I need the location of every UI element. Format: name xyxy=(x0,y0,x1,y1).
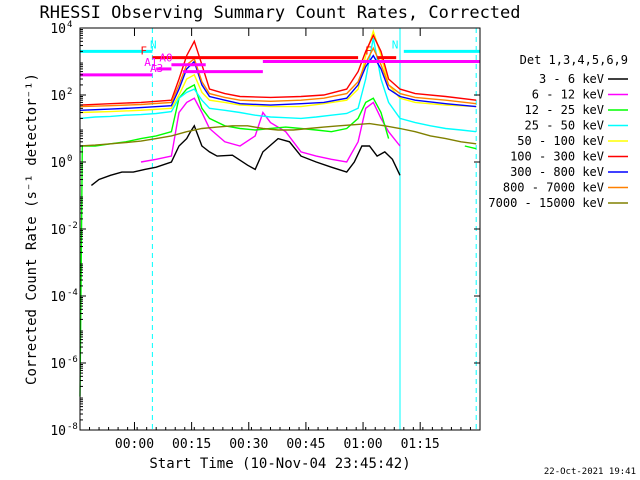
series-line xyxy=(79,46,477,108)
series-line xyxy=(79,54,477,111)
y-axis-label: Corrected Count Rate (s⁻¹ detector⁻¹) xyxy=(24,73,40,385)
legend-entry-label: 25 - 50 keV xyxy=(525,119,604,133)
footer-date: 22-Oct-2021 19:41 xyxy=(544,467,636,477)
attenuator-label: A1 xyxy=(144,56,157,69)
series-line xyxy=(79,83,390,397)
attenuator-label: F xyxy=(365,45,372,58)
x-tick-label: 01:00 xyxy=(343,437,382,452)
series-line xyxy=(464,145,477,150)
y-tick-label: 10 xyxy=(50,424,66,439)
legend-entry-label: 800 - 7000 keV xyxy=(503,181,604,195)
series-layer xyxy=(79,28,477,397)
legend-entry-label: 6 - 12 keV xyxy=(532,88,604,102)
x-tick-label: 00:15 xyxy=(172,437,211,452)
legend-entry-label: 12 - 25 keV xyxy=(525,103,604,117)
attenuator-label: F xyxy=(140,45,147,58)
y-tick-exponent: 0 xyxy=(67,154,72,164)
y-tick-exponent: 2 xyxy=(67,87,72,97)
chart-title: RHESSI Observing Summary Count Rates, Co… xyxy=(39,3,520,23)
attenuator-label: N xyxy=(392,38,399,51)
y-tick-label: 10 xyxy=(50,22,66,37)
y-tick-label: 10 xyxy=(50,223,66,238)
y-tick-exponent: -4 xyxy=(67,288,78,298)
legend-entry-label: 300 - 800 keV xyxy=(510,165,604,179)
vertical-markers xyxy=(151,28,477,430)
y-tick-exponent: -2 xyxy=(67,221,78,231)
legend-entry-label: 7000 - 15000 keV xyxy=(488,196,604,210)
series-line xyxy=(79,122,477,147)
legend-entry-label: 3 - 6 keV xyxy=(539,72,604,86)
attenuator-label: A0 xyxy=(159,52,172,65)
x-tick-label: 01:15 xyxy=(401,437,440,452)
x-axis: 00:00 00:15 00:30 00:45 01:00 01:15 xyxy=(79,28,481,452)
legend-header: Det 1,3,4,5,6,9 xyxy=(520,53,628,67)
x-tick-label: 00:30 xyxy=(229,437,268,452)
legend-entry-label: 100 - 300 keV xyxy=(510,150,604,164)
series-line xyxy=(79,37,477,133)
series-line xyxy=(140,97,401,163)
attenuator-label: A3 xyxy=(150,62,163,75)
x-tick-label: 00:00 xyxy=(115,437,154,452)
y-tick-label: 10 xyxy=(50,357,66,372)
series-line xyxy=(90,124,401,186)
y-tick-label: 10 xyxy=(50,290,66,305)
y-tick-label: 10 xyxy=(50,156,66,171)
y-tick-label: 10 xyxy=(50,89,66,104)
y-tick-exponent: -8 xyxy=(67,422,78,432)
x-tick-label: 00:45 xyxy=(286,437,325,452)
x-axis-label: Start Time (10-Nov-04 23:45:42) xyxy=(149,456,410,472)
y-tick-exponent: 4 xyxy=(67,20,72,30)
series-line xyxy=(79,33,477,106)
y-tick-exponent: -6 xyxy=(67,355,78,365)
attenuator-label: N xyxy=(150,38,157,51)
legend-entry-label: 50 - 100 keV xyxy=(517,134,604,148)
plot-frame xyxy=(79,27,481,431)
